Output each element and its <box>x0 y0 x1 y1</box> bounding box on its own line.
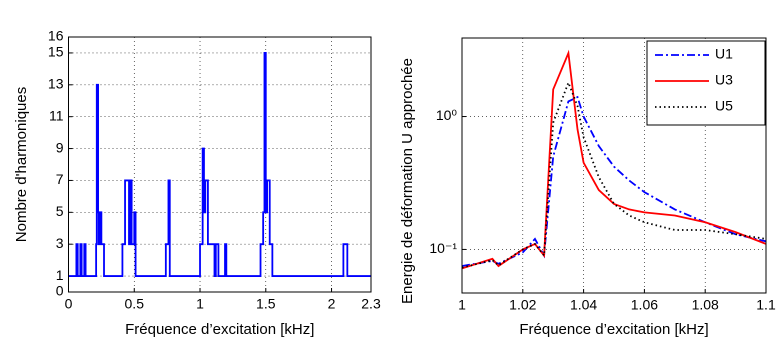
x-tick-label: 2 <box>328 296 336 312</box>
y-axis-label: Energie de déformation U approchée <box>399 58 416 304</box>
x-axis-label: Fréquence d’excitation [kHz] <box>519 321 708 338</box>
y-tick-label: 16 <box>48 28 64 44</box>
legend-label: U5 <box>715 98 733 114</box>
y-axis-label: Nombre d'harmoniques <box>13 87 30 242</box>
series-line <box>68 52 371 277</box>
x-tick-label: 2.3 <box>361 296 381 312</box>
x-tick-label: 1.1 <box>756 297 776 313</box>
x-tick-label: 0.5 <box>125 296 145 312</box>
axes-box <box>461 37 767 294</box>
x-tick-label: 0 <box>65 296 73 312</box>
x-tick-label: 1.5 <box>256 296 276 312</box>
y-tick-label: 15 <box>48 44 64 60</box>
y-tick-label: 3 <box>56 235 64 251</box>
legend-box <box>646 40 766 126</box>
x-tick-label: 1.08 <box>692 297 719 313</box>
y-tick-label: 10⁻¹ <box>429 240 457 256</box>
x-tick-label: 1 <box>196 296 204 312</box>
x-tick-label: 1.02 <box>509 297 536 313</box>
series-line <box>462 95 766 267</box>
legend-label: U3 <box>715 72 733 88</box>
y-tick-label: 11 <box>49 107 64 123</box>
x-axis-label: Fréquence d’excitation [kHz] <box>125 321 314 338</box>
y-tick-label: 9 <box>56 139 64 155</box>
plot-area <box>68 37 371 292</box>
axes-box <box>68 36 372 293</box>
x-tick-label: 1.04 <box>570 297 597 313</box>
y-tick-label: 5 <box>56 203 64 219</box>
x-tick-label: 1.06 <box>631 297 658 313</box>
y-tick-label: 13 <box>48 76 64 92</box>
y-tick-label: 0 <box>56 283 64 299</box>
series-line <box>462 80 766 269</box>
y-tick-label: 10⁰ <box>436 107 458 123</box>
y-tick-label: 7 <box>56 171 64 187</box>
legend-label: U1 <box>715 46 733 62</box>
y-tick-label: 1 <box>56 267 64 283</box>
x-tick-label: 1 <box>458 297 466 313</box>
